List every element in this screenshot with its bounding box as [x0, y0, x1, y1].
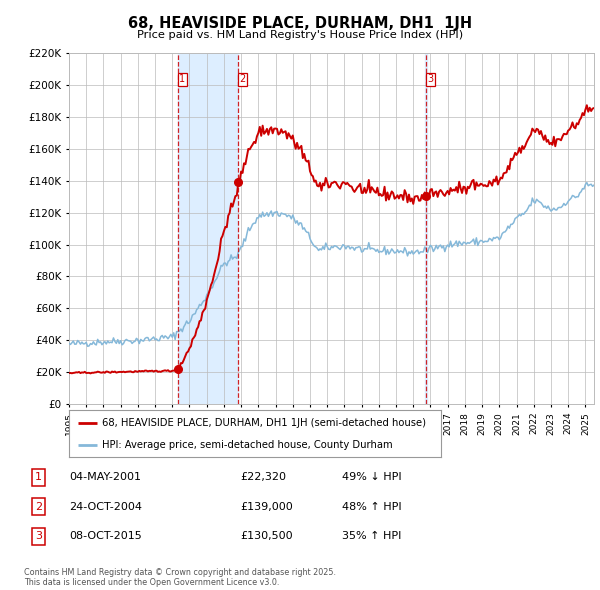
Text: 1: 1: [179, 74, 185, 84]
Text: 48% ↑ HPI: 48% ↑ HPI: [342, 502, 401, 512]
Text: £130,500: £130,500: [240, 532, 293, 541]
Text: Price paid vs. HM Land Registry's House Price Index (HPI): Price paid vs. HM Land Registry's House …: [137, 30, 463, 40]
Text: 49% ↓ HPI: 49% ↓ HPI: [342, 473, 401, 482]
Text: 68, HEAVISIDE PLACE, DURHAM, DH1  1JH: 68, HEAVISIDE PLACE, DURHAM, DH1 1JH: [128, 16, 472, 31]
Bar: [425, 53, 427, 404]
Text: 08-OCT-2015: 08-OCT-2015: [69, 532, 142, 541]
Bar: [178, 53, 238, 404]
Text: Contains HM Land Registry data © Crown copyright and database right 2025.
This d: Contains HM Land Registry data © Crown c…: [24, 568, 336, 587]
Text: 1: 1: [35, 473, 42, 482]
Text: 35% ↑ HPI: 35% ↑ HPI: [342, 532, 401, 541]
Text: £139,000: £139,000: [240, 502, 293, 512]
Text: 3: 3: [427, 74, 434, 84]
Text: £22,320: £22,320: [240, 473, 286, 482]
Text: 68, HEAVISIDE PLACE, DURHAM, DH1 1JH (semi-detached house): 68, HEAVISIDE PLACE, DURHAM, DH1 1JH (se…: [103, 418, 427, 428]
Text: 2: 2: [239, 74, 245, 84]
Text: 2: 2: [35, 502, 42, 512]
Text: HPI: Average price, semi-detached house, County Durham: HPI: Average price, semi-detached house,…: [103, 441, 393, 450]
Text: 24-OCT-2004: 24-OCT-2004: [69, 502, 142, 512]
Text: 04-MAY-2001: 04-MAY-2001: [69, 473, 141, 482]
Text: 3: 3: [35, 532, 42, 541]
